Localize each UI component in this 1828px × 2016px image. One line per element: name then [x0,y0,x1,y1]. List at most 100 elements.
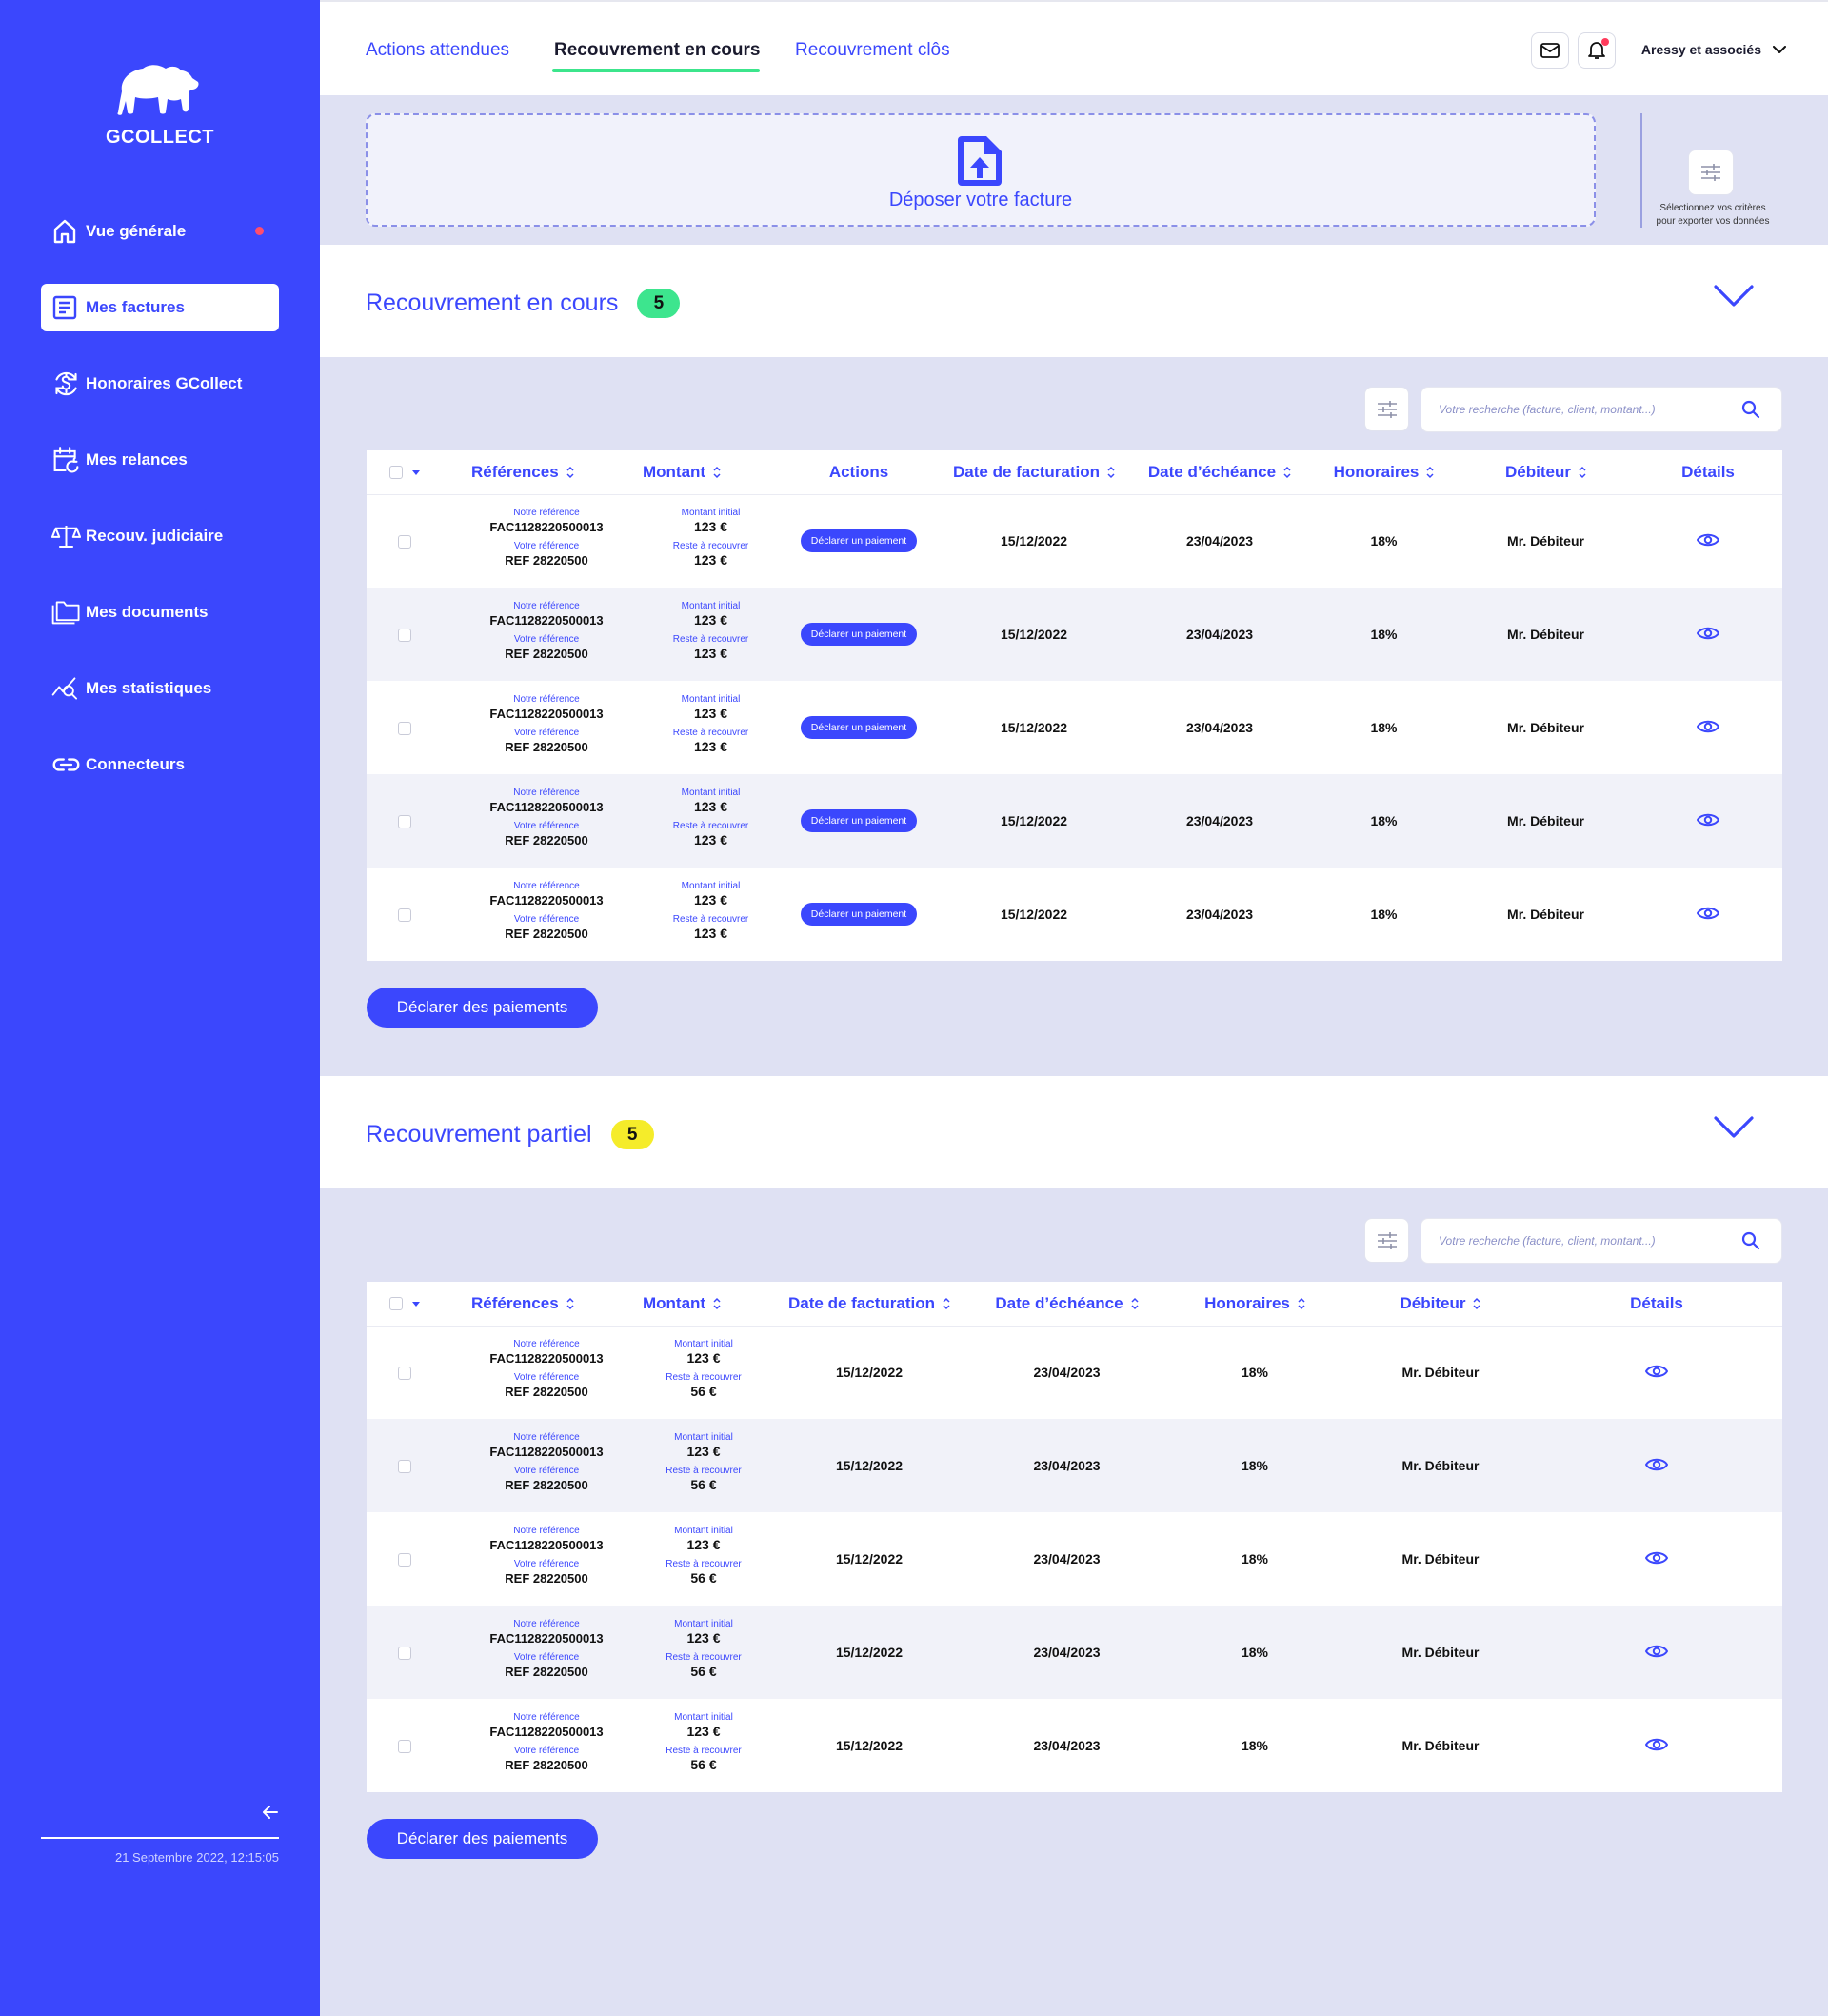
table-row: Notre référence FAC1128220500013 Votre r… [367,1419,1782,1512]
reste-a-recouvrer: 56 € [690,1570,717,1586]
table-row: Notre référence FAC1128220500013 Votre r… [367,868,1782,961]
date-echeance: 23/04/2023 [1033,1365,1101,1381]
date-facturation: 15/12/2022 [1000,720,1068,735]
declare-payment-button[interactable]: Déclarer un paiement [800,903,918,926]
select-dropdown-icon[interactable] [412,469,420,475]
col-montant[interactable]: Montant [622,1282,765,1327]
collapse-sidebar-arrow-icon[interactable] [262,1805,279,1825]
col-references[interactable]: Références [443,450,622,495]
select-all-checkbox[interactable] [389,1297,403,1311]
col-honoraires[interactable]: Honoraires [1310,450,1458,495]
declare-payment-button[interactable]: Déclarer un paiement [800,716,918,739]
montant-initial: 123 € [693,519,728,535]
date-echeance: 23/04/2023 [1185,720,1254,735]
filter-button[interactable] [1364,387,1409,431]
declare-payment-button[interactable]: Déclarer un paiement [800,623,918,646]
eye-icon[interactable] [1644,1457,1669,1472]
filter-button[interactable] [1364,1218,1409,1263]
sidebar-item-mes-factures[interactable]: Mes factures [41,284,279,331]
eye-icon[interactable] [1696,532,1720,548]
reste-a-recouvrer: 56 € [690,1664,717,1679]
debiteur: Mr. Débiteur [1401,1738,1480,1753]
row-checkbox[interactable] [398,1553,411,1567]
eye-icon[interactable] [1644,1737,1669,1752]
sidebar-item-honoraires[interactable]: Honoraires GCollect [41,360,279,408]
tab-recouvrement-clos[interactable]: Recouvrement clôs [795,40,950,60]
export-criteria-button[interactable] [1688,150,1734,195]
sidebar-item-mes-statistiques[interactable]: Mes statistiques [41,665,279,712]
declare-payment-button[interactable]: Déclarer un paiement [800,529,918,553]
sidebar-item-vue-generale[interactable]: Vue générale [41,208,279,255]
table-header-row: Références Montant Date de facturation D… [367,1282,1782,1327]
search-input[interactable] [1439,1234,1724,1248]
top-bar: Actions attendues Recouvrement en cours … [320,0,1828,95]
col-details: Détails [1634,450,1782,495]
gcollect-logo[interactable]: GCOLLECT [106,59,214,149]
row-checkbox[interactable] [398,629,411,643]
reste-a-recouvrer: 123 € [693,552,728,569]
col-date-echeance[interactable]: Date d’échéance [974,1282,1160,1327]
declare-payments-button[interactable]: Déclarer des paiements [367,1819,598,1859]
col-references[interactable]: Références [443,1282,622,1327]
search-icon[interactable] [1741,1231,1760,1255]
row-checkbox[interactable] [398,1367,411,1381]
eye-icon[interactable] [1696,719,1720,734]
chevron-down-icon[interactable] [1714,1116,1754,1144]
sort-icon [1426,467,1434,479]
honoraires: 18% [1370,907,1398,922]
declare-payments-button[interactable]: Déclarer des paiements [367,988,598,1028]
votre-reference: REF 28220500 [505,1385,588,1400]
select-all-checkbox[interactable] [389,466,403,480]
search-icon[interactable] [1741,400,1760,424]
section-header-recouvrement-partiel: Recouvrement partiel 5 [320,1076,1828,1188]
eye-icon[interactable] [1696,626,1720,641]
table-body: Notre référence FAC1128220500013 Votre r… [367,1326,1782,1792]
row-checkbox[interactable] [398,908,411,923]
user-menu[interactable]: Aressy et associés [1641,42,1786,57]
date-facturation: 15/12/2022 [835,1738,904,1753]
mail-button[interactable] [1531,32,1569,69]
search-input[interactable] [1439,403,1724,416]
sidebar-item-connecteurs[interactable]: Connecteurs [41,741,279,788]
row-checkbox[interactable] [398,535,411,549]
col-montant[interactable]: Montant [622,450,779,495]
row-checkbox[interactable] [398,1460,411,1474]
eye-icon[interactable] [1696,812,1720,828]
invoice-dropzone[interactable]: Déposer votre facture [366,113,1596,227]
chevron-down-icon[interactable] [1714,285,1754,312]
eye-icon[interactable] [1644,1644,1669,1659]
row-checkbox[interactable] [398,722,411,736]
declare-payment-button[interactable]: Déclarer un paiement [800,809,918,832]
eye-icon[interactable] [1644,1550,1669,1566]
sidebar-item-mes-relances[interactable]: Mes relances [41,436,279,484]
eye-icon[interactable] [1696,906,1720,921]
votre-reference: REF 28220500 [505,553,588,569]
row-checkbox[interactable] [398,815,411,829]
select-all-column [367,450,443,495]
col-debiteur[interactable]: Débiteur [1458,450,1634,495]
select-dropdown-icon[interactable] [412,1301,420,1307]
sidebar-item-recouv-judiciaire[interactable]: Recouv. judiciaire [41,512,279,560]
sidebar-item-label: Connecteurs [86,755,185,773]
link-icon [41,746,81,784]
sort-icon [713,467,721,479]
col-debiteur[interactable]: Débiteur [1350,1282,1531,1327]
sidebar-item-mes-documents[interactable]: Mes documents [41,589,279,636]
sidebar-footer: 21 Septembre 2022, 12:15:05 [41,1805,279,1865]
row-checkbox[interactable] [398,1740,411,1754]
col-date-facturation[interactable]: Date de facturation [939,450,1129,495]
eye-icon[interactable] [1644,1364,1669,1379]
notifications-button[interactable] [1578,32,1616,69]
row-checkbox[interactable] [398,1647,411,1661]
col-date-echeance[interactable]: Date d’échéance [1129,450,1310,495]
notre-reference: FAC1128220500013 [489,800,604,814]
count-badge: 5 [637,289,681,318]
notre-reference: FAC1128220500013 [489,1445,604,1459]
date-facturation: 15/12/2022 [939,588,1129,681]
tab-actions-attendues[interactable]: Actions attendues [366,40,510,60]
col-date-facturation[interactable]: Date de facturation [765,1282,974,1327]
col-details: Détails [1531,1282,1782,1327]
col-honoraires[interactable]: Honoraires [1160,1282,1350,1327]
tab-recouvrement-en-cours[interactable]: Recouvrement en cours [554,40,761,60]
file-upload-icon [958,136,1002,186]
